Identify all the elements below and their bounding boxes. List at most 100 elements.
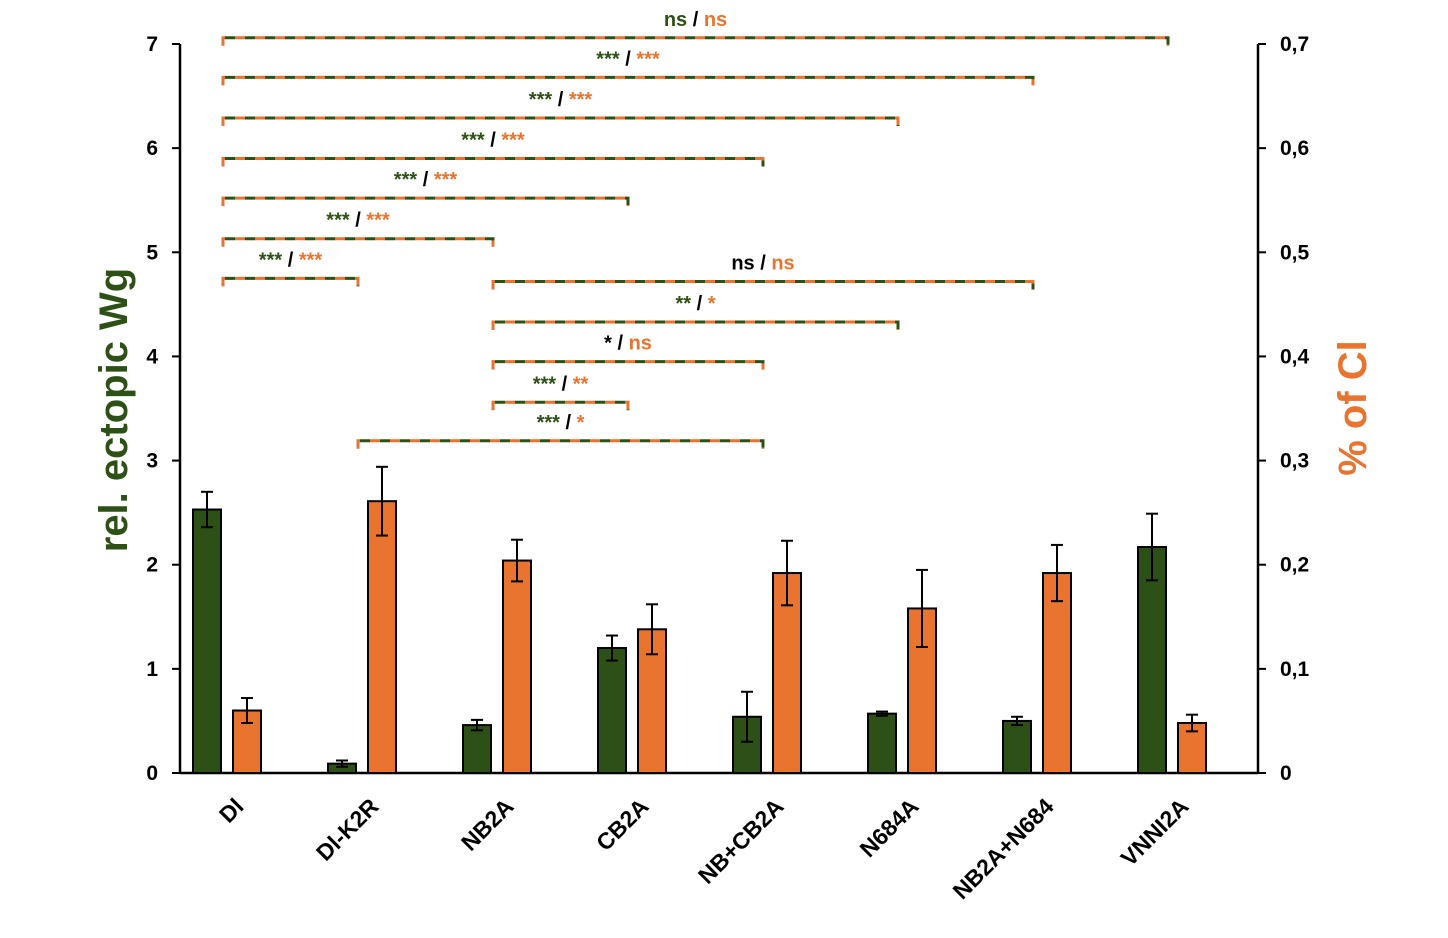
significance-separator: / xyxy=(350,210,367,232)
significance-bracket xyxy=(356,439,765,449)
y-tick-label-left: 3 xyxy=(146,450,158,473)
significance-separator: / xyxy=(282,249,299,271)
bar xyxy=(192,508,222,774)
significance-right: ns xyxy=(704,9,727,31)
y-tick-label-left: 5 xyxy=(146,241,158,264)
significance-bracket xyxy=(491,400,630,411)
significance-right: *** xyxy=(636,48,660,70)
significance-left: *** xyxy=(259,249,283,271)
y-tick-label-left: 4 xyxy=(146,345,158,368)
significance-separator: / xyxy=(560,412,577,434)
significance-bracket xyxy=(221,75,1035,86)
significance-bracket xyxy=(491,360,765,370)
significance-separator: / xyxy=(620,48,637,70)
x-tick-label: NB2A+N684 xyxy=(947,793,1058,904)
significance-left: *** xyxy=(537,412,561,434)
significance-bracket xyxy=(221,196,630,207)
significance-right: *** xyxy=(366,210,390,232)
bar xyxy=(367,500,397,774)
significance-right: *** xyxy=(434,169,458,191)
significance-left: *** xyxy=(326,210,350,232)
significance-bracket xyxy=(356,439,765,449)
y-tick-label-left: 1 xyxy=(146,658,158,681)
significance-bracket xyxy=(221,276,360,287)
y-tick-label-right: 0,4 xyxy=(1280,345,1310,368)
significance-separator: / xyxy=(552,89,569,111)
significance-bracket xyxy=(221,116,900,126)
significance-separator: / xyxy=(485,130,502,152)
significance-bracket xyxy=(491,279,1035,290)
significance-separator: / xyxy=(687,9,704,31)
significance-right: ** xyxy=(573,373,589,395)
significance-left: *** xyxy=(533,373,557,395)
bar xyxy=(502,559,532,775)
significance-label: ns / ns xyxy=(664,9,727,31)
significance-bracket xyxy=(221,276,360,287)
significance-bracket xyxy=(221,36,1170,46)
significance-label: *** / *** xyxy=(259,249,323,271)
x-tick-label: NB2A xyxy=(456,793,519,856)
significance-left: ns xyxy=(664,9,687,31)
significance-bracket xyxy=(491,400,630,411)
y-tick-label-right: 0,7 xyxy=(1280,33,1309,56)
x-tick-label: CB2A xyxy=(591,793,654,856)
significance-separator: / xyxy=(612,333,629,355)
bar xyxy=(1002,719,1032,775)
significance-left: *** xyxy=(461,130,485,152)
significance-bracket xyxy=(221,196,630,207)
y-tick-label-right: 0,5 xyxy=(1280,241,1310,264)
x-tick-label: VNNI2A xyxy=(1115,793,1193,871)
y-tick-label-left: 2 xyxy=(146,554,158,577)
y-tick-label-right: 0 xyxy=(1280,762,1292,785)
significance-label: *** / ** xyxy=(533,373,589,395)
significance-bracket xyxy=(221,237,495,247)
significance-right: * xyxy=(577,412,585,434)
significance-bracket xyxy=(221,157,765,167)
significance-bracket xyxy=(491,320,900,331)
significance-separator: / xyxy=(691,293,708,315)
x-tick-label: Dl xyxy=(214,793,249,828)
y-tick-label-left: 6 xyxy=(146,137,158,160)
y-tick-label-left: 0 xyxy=(146,762,158,785)
significance-separator: / xyxy=(417,169,434,191)
significance-right: *** xyxy=(501,130,525,152)
bar xyxy=(867,712,897,774)
x-tick-label: Dl-K2R xyxy=(311,793,384,866)
significance-label: *** / *** xyxy=(394,169,458,191)
x-tick-label: N684A xyxy=(855,793,924,862)
significance-right: ns xyxy=(629,333,652,355)
significance-bracket xyxy=(221,157,765,167)
bar xyxy=(597,647,627,774)
significance-left: * xyxy=(604,333,612,355)
significance-bracket xyxy=(221,36,1170,46)
y-tick-label-right: 0,3 xyxy=(1280,450,1309,473)
significance-left: ** xyxy=(675,293,691,315)
significance-label: *** / *** xyxy=(529,89,593,111)
significance-label: *** / *** xyxy=(326,210,390,232)
significance-bracket xyxy=(221,75,1035,86)
significance-label: * / ns xyxy=(604,333,652,355)
significance-right: *** xyxy=(569,89,593,111)
significance-left: ns xyxy=(731,252,754,274)
significance-label: *** / *** xyxy=(461,130,525,152)
bar xyxy=(1137,546,1167,775)
y-tick-label-right: 0,1 xyxy=(1280,658,1310,681)
significance-left: *** xyxy=(596,48,620,70)
significance-label: *** / *** xyxy=(596,48,660,70)
bar xyxy=(1042,572,1072,774)
significance-left: *** xyxy=(529,89,553,111)
significance-separator: / xyxy=(556,373,573,395)
bar xyxy=(462,724,492,775)
significance-right: * xyxy=(708,293,716,315)
y-axis-title-left: rel. ectopic Wg xyxy=(92,268,136,553)
y-tick-label-right: 0,6 xyxy=(1280,137,1309,160)
y-axis-title-right: % of Cl xyxy=(1331,340,1375,476)
x-tick-label: NB+CB2A xyxy=(693,793,789,889)
significance-label: ** / * xyxy=(675,293,715,315)
y-tick-label-left: 7 xyxy=(146,33,158,56)
significance-bracket xyxy=(491,320,900,331)
significance-right: ns xyxy=(771,252,794,274)
significance-bracket xyxy=(491,279,1035,290)
